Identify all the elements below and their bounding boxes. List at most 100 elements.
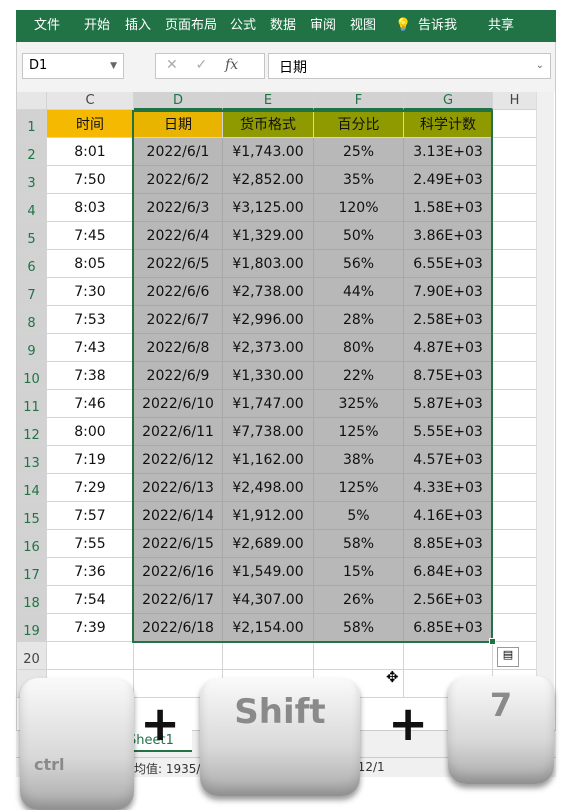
ribbon-tab[interactable]: 页面布局 (165, 18, 218, 33)
cell[interactable]: 7:46 (47, 390, 134, 418)
cell[interactable]: ¥1,330.00 (223, 362, 314, 390)
cell[interactable]: 80% (314, 334, 404, 362)
cell[interactable]: 325% (314, 390, 404, 418)
cell[interactable]: 15% (314, 558, 404, 586)
cell[interactable]: ¥4,307.00 (223, 586, 314, 614)
cell[interactable]: 35% (314, 166, 404, 194)
cell[interactable]: 2022/6/14 (134, 502, 223, 530)
cell[interactable]: 4.16E+03 (404, 502, 493, 530)
cell[interactable]: 7:36 (47, 558, 134, 586)
header-cell[interactable]: 货币格式 (223, 110, 314, 138)
cell[interactable]: ¥2,498.00 (223, 474, 314, 502)
cell[interactable]: 8.75E+03 (404, 362, 493, 390)
cell[interactable]: 26% (314, 586, 404, 614)
cell[interactable]: 2022/6/7 (134, 306, 223, 334)
cell[interactable]: 7:38 (47, 362, 134, 390)
cell[interactable]: 2022/6/3 (134, 194, 223, 222)
cell[interactable]: 7:50 (47, 166, 134, 194)
cell[interactable]: 56% (314, 250, 404, 278)
cell[interactable]: 4.87E+03 (404, 334, 493, 362)
ribbon-tab[interactable]: 插入 (125, 18, 152, 33)
cell[interactable]: 2022/6/13 (134, 474, 223, 502)
cell[interactable]: 2022/6/12 (134, 446, 223, 474)
cell[interactable]: ¥2,996.00 (223, 306, 314, 334)
cell[interactable]: 8:00 (47, 418, 134, 446)
cell[interactable]: 2022/6/5 (134, 250, 223, 278)
cell[interactable]: 6.84E+03 (404, 558, 493, 586)
ribbon-tab[interactable]: 文件 (34, 18, 61, 33)
cell[interactable]: ¥2,738.00 (223, 278, 314, 306)
fill-handle[interactable] (489, 638, 496, 645)
cell[interactable]: 7:45 (47, 222, 134, 250)
cell[interactable]: ¥7,738.00 (223, 418, 314, 446)
cell[interactable]: 22% (314, 362, 404, 390)
share[interactable]: 共享 (488, 10, 514, 42)
cell[interactable]: 2022/6/1 (134, 138, 223, 166)
cell[interactable]: 7:53 (47, 306, 134, 334)
cell[interactable]: 7:39 (47, 614, 134, 642)
cell[interactable]: 7:55 (47, 530, 134, 558)
cell[interactable]: ¥1,743.00 (223, 138, 314, 166)
cell[interactable]: ¥1,803.00 (223, 250, 314, 278)
cell[interactable]: 3.13E+03 (404, 138, 493, 166)
cell[interactable]: ¥2,689.00 (223, 530, 314, 558)
cell[interactable]: ¥2,373.00 (223, 334, 314, 362)
cell[interactable]: 2022/6/8 (134, 334, 223, 362)
cell[interactable]: 7:29 (47, 474, 134, 502)
cell[interactable]: 2022/6/16 (134, 558, 223, 586)
scrollbar[interactable] (536, 92, 554, 732)
share-label[interactable]: 共享 (488, 18, 515, 33)
cell[interactable]: 4.57E+03 (404, 446, 493, 474)
fx[interactable]: fx (225, 57, 239, 73)
cell[interactable]: 4.33E+03 (404, 474, 493, 502)
cell[interactable]: 7:19 (47, 446, 134, 474)
cell[interactable]: ¥2,852.00 (223, 166, 314, 194)
cell[interactable]: ¥1,162.00 (223, 446, 314, 474)
cell[interactable]: 38% (314, 446, 404, 474)
cell[interactable]: 6.55E+03 (404, 250, 493, 278)
header-cell[interactable]: 日期 (134, 110, 223, 138)
cell[interactable]: 2022/6/2 (134, 166, 223, 194)
lightbulb[interactable]: 💡 (395, 18, 412, 33)
cell[interactable]: 5% (314, 502, 404, 530)
cell[interactable]: 2022/6/4 (134, 222, 223, 250)
cell[interactable]: 5.55E+03 (404, 418, 493, 446)
tell-me[interactable]: 告诉我 (418, 18, 458, 33)
cell[interactable]: 7:54 (47, 586, 134, 614)
cell[interactable]: 2.49E+03 (404, 166, 493, 194)
cell[interactable]: 7:43 (47, 334, 134, 362)
cell[interactable]: 8:03 (47, 194, 134, 222)
name-box[interactable]: D1 ▼ (22, 53, 124, 79)
cell[interactable]: 8:05 (47, 250, 134, 278)
formula-input[interactable]: 日期 ⌄ (268, 53, 551, 79)
cell[interactable]: 2022/6/11 (134, 418, 223, 446)
ribbon-tab[interactable]: 数据 (270, 18, 297, 33)
cell[interactable]: 125% (314, 418, 404, 446)
cell[interactable]: 7:57 (47, 502, 134, 530)
quick-analysis[interactable]: ▤ (497, 647, 519, 667)
cell[interactable]: 2022/6/9 (134, 362, 223, 390)
cell[interactable]: 8:01 (47, 138, 134, 166)
cell[interactable]: 44% (314, 278, 404, 306)
ribbon-tab[interactable]: 审阅 (310, 18, 337, 33)
ribbon-tab[interactable]: 公式 (230, 18, 257, 33)
cell[interactable]: 25% (314, 138, 404, 166)
cell[interactable]: ¥1,329.00 (223, 222, 314, 250)
cell[interactable]: ¥2,154.00 (223, 614, 314, 642)
cell[interactable]: ¥1,912.00 (223, 502, 314, 530)
cell[interactable]: 58% (314, 530, 404, 558)
cell[interactable]: ¥3,125.00 (223, 194, 314, 222)
cell[interactable]: 50% (314, 222, 404, 250)
header-cell[interactable]: 百分比 (314, 110, 404, 138)
cell[interactable]: 28% (314, 306, 404, 334)
cell[interactable]: 6.85E+03 (404, 614, 493, 642)
sheet-tab[interactable]: Sheet1 (122, 730, 192, 752)
ribbon-tab[interactable]: 开始 (84, 18, 111, 33)
cell[interactable]: 2022/6/17 (134, 586, 223, 614)
cell[interactable]: 120% (314, 194, 404, 222)
cell[interactable]: 5.87E+03 (404, 390, 493, 418)
cell[interactable]: 2022/6/10 (134, 390, 223, 418)
ribbon-tab[interactable]: 视图 (350, 18, 377, 33)
cell[interactable]: 2022/6/6 (134, 278, 223, 306)
cell[interactable]: 2.56E+03 (404, 586, 493, 614)
